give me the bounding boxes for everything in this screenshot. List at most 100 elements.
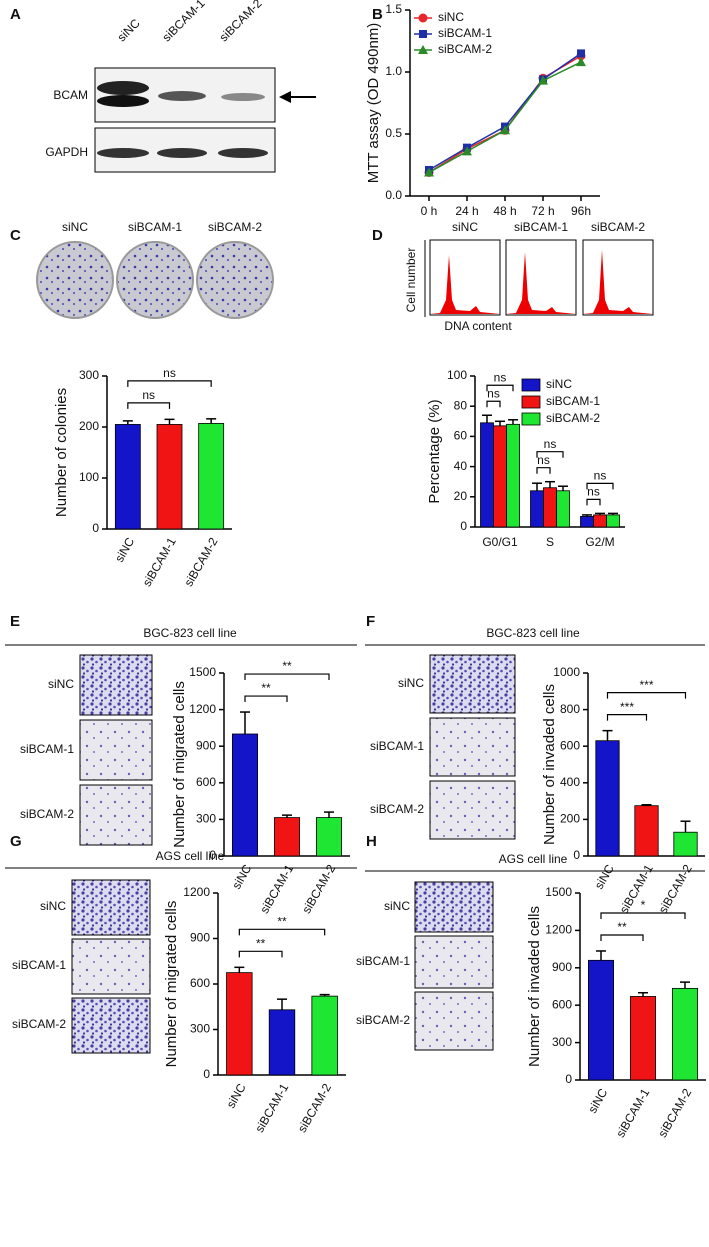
significance-bracket — [486, 384, 514, 392]
band — [97, 148, 149, 158]
y-tick-label: 300 — [190, 1022, 210, 1036]
y-tick-label: 0 — [565, 1072, 572, 1086]
significance-bracket — [586, 498, 601, 506]
point — [576, 57, 586, 67]
x-tick-label: siNC — [224, 1081, 249, 1111]
y-tick-label: 0 — [203, 1067, 210, 1081]
image-label: siNC — [40, 899, 66, 913]
western-blot: siNC siBCAM-1 siBCAM-2 BCAM GAPDH — [45, 0, 316, 173]
micrograph — [414, 881, 494, 933]
significance-label: * — [641, 898, 646, 912]
image-label: siBCAM-1 — [12, 958, 66, 972]
chart-title: BGC-823 cell line — [486, 626, 580, 640]
micrograph — [71, 938, 151, 995]
panel-label: A — [10, 6, 21, 23]
dish — [196, 241, 274, 319]
panel-label: D — [372, 227, 383, 244]
micrograph — [79, 784, 153, 846]
legend-swatch — [521, 395, 541, 409]
significance-label: ** — [617, 920, 627, 934]
y-tick-label: 900 — [196, 738, 216, 752]
x-tick-label: siNC — [585, 1086, 610, 1116]
legend-label: siBCAM-1 — [546, 394, 600, 408]
bar — [226, 972, 253, 1076]
y-tick-label: 600 — [190, 976, 210, 990]
significance-label: ns — [142, 388, 155, 402]
point — [538, 75, 548, 85]
micrograph — [414, 991, 494, 1051]
bar — [580, 516, 594, 528]
axis-label: DNA content — [444, 319, 512, 333]
arrow-head — [279, 91, 291, 103]
y-tick-label: 0 — [573, 848, 580, 862]
legend-label: siNC — [438, 10, 464, 24]
y-tick-label: 200 — [79, 419, 99, 433]
significance-label: ** — [261, 681, 271, 695]
blot-row-label: BCAM — [53, 88, 88, 102]
transwell-images: siNC siBCAM-1 siBCAM-2 siNC siBCAM-1 siB… — [12, 654, 516, 1054]
significance-bracket — [244, 695, 288, 703]
x-tick-label: G0/G1 — [482, 535, 518, 549]
x-tick-label: siBCAM-1 — [252, 1081, 291, 1135]
image-label: siNC — [384, 899, 410, 913]
histogram-frame — [582, 239, 654, 316]
y-tick-label: 900 — [552, 960, 572, 974]
significance-label: *** — [639, 678, 653, 692]
y-axis-label: Number of migrated cells — [163, 901, 180, 1068]
significance-bracket — [238, 928, 326, 936]
bar — [543, 487, 557, 528]
y-tick-label: 600 — [560, 738, 580, 752]
x-tick-label: siBCAM-1 — [617, 862, 656, 916]
panel-label: F — [366, 613, 375, 630]
significance-label: ns — [537, 453, 550, 467]
micrograph — [429, 654, 516, 714]
bar — [156, 424, 183, 530]
x-tick-label: siBCAM-1 — [613, 1086, 652, 1140]
y-tick-label: 0 — [460, 519, 467, 533]
y-tick-label: 1200 — [183, 885, 210, 899]
dish — [36, 241, 114, 319]
bar — [231, 733, 258, 857]
significance-bracket — [600, 934, 644, 941]
x-tick-label: siBCAM-1 — [257, 862, 296, 916]
significance-bracket — [486, 400, 501, 408]
point — [577, 49, 585, 58]
x-tick-label: siBCAM-2 — [181, 535, 220, 589]
significance-label: ns — [544, 437, 557, 451]
bar — [593, 514, 607, 528]
lane-label: siBCAM-1 — [159, 0, 207, 44]
legend-marker — [418, 45, 428, 54]
significance-bracket — [606, 714, 648, 721]
y-tick-label: 1500 — [189, 665, 216, 679]
y-tick-label: 100 — [79, 470, 99, 484]
image-label: siBCAM-1 — [356, 954, 410, 968]
y-tick-label: 1200 — [189, 702, 216, 716]
y-tick-label: 1500 — [545, 885, 572, 899]
image-label: siBCAM-2 — [12, 1017, 66, 1031]
significance-label: ns — [487, 386, 500, 400]
x-tick-label: 96h — [571, 204, 591, 218]
panel-label: C — [10, 227, 21, 244]
y-tick-label: 1.0 — [385, 64, 402, 78]
x-tick-label: 48 h — [493, 204, 516, 218]
x-tick-label: G2/M — [585, 535, 614, 549]
point — [424, 167, 434, 177]
bar — [493, 425, 507, 528]
y-tick-label: 800 — [560, 702, 580, 716]
micrograph — [71, 997, 151, 1054]
image-label: siBCAM-1 — [514, 220, 568, 234]
legend-swatch — [521, 412, 541, 426]
y-tick-label: 0 — [92, 521, 99, 535]
bar — [480, 422, 494, 528]
legend-marker — [419, 30, 427, 38]
bar — [634, 805, 659, 857]
image-label: siNC — [452, 220, 478, 234]
x-tick-label: 0 h — [421, 204, 438, 218]
bar — [273, 817, 300, 857]
bar — [315, 817, 342, 857]
bar — [630, 996, 657, 1081]
y-tick-label: 20 — [454, 489, 468, 503]
flow-histograms: siNC siBCAM-1 siBCAM-2 Cell number DNA c… — [404, 220, 654, 333]
panel-label: G — [10, 833, 22, 850]
y-tick-label: 1.5 — [385, 2, 402, 16]
